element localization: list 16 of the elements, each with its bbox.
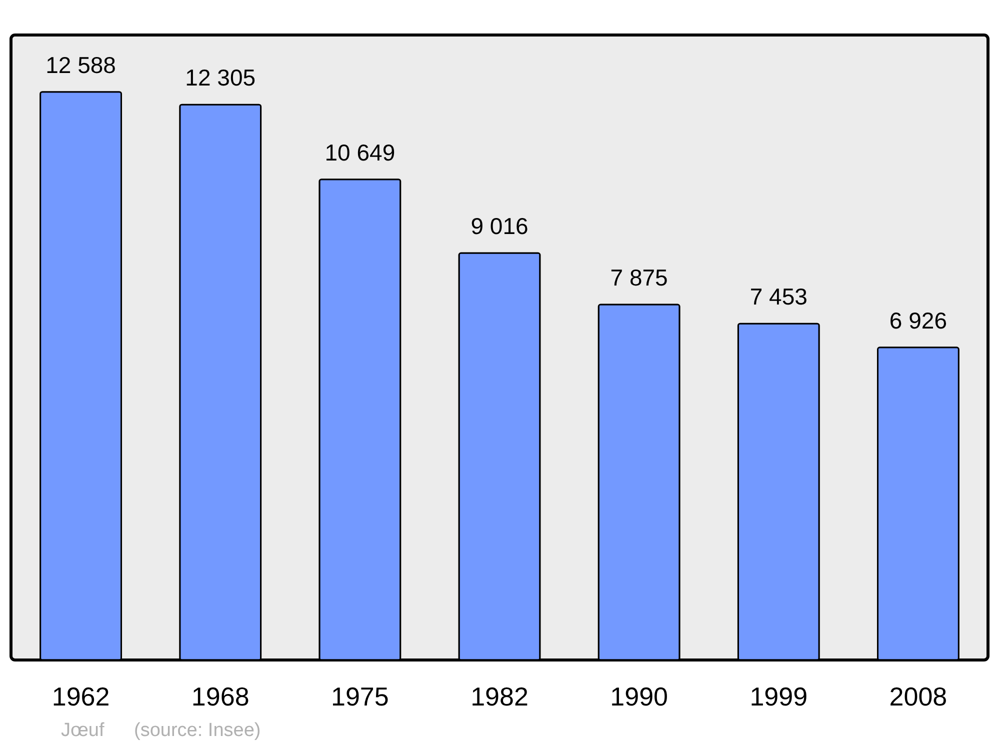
x-tick-label: 2008 xyxy=(889,682,948,712)
data-label: 12 588 xyxy=(46,52,116,78)
data-label: 12 305 xyxy=(185,64,256,91)
x-tick-label: 1999 xyxy=(750,682,808,712)
data-label: 10 649 xyxy=(324,139,396,166)
text: Jœuf xyxy=(61,720,105,741)
data-label: 7 875 xyxy=(610,264,668,291)
x-tick-label: 1990 xyxy=(610,682,668,712)
x-tick-label: 1962 xyxy=(52,682,110,712)
data-label: 9 016 xyxy=(470,213,528,240)
data-label: 6 926 xyxy=(889,307,947,334)
x-tick-label: 1968 xyxy=(191,682,250,712)
x-tick-label: 1975 xyxy=(331,682,389,712)
x-tick-label: 1982 xyxy=(470,682,528,712)
data-label: 7 453 xyxy=(750,284,808,310)
text: (source: Insee) xyxy=(134,720,261,741)
